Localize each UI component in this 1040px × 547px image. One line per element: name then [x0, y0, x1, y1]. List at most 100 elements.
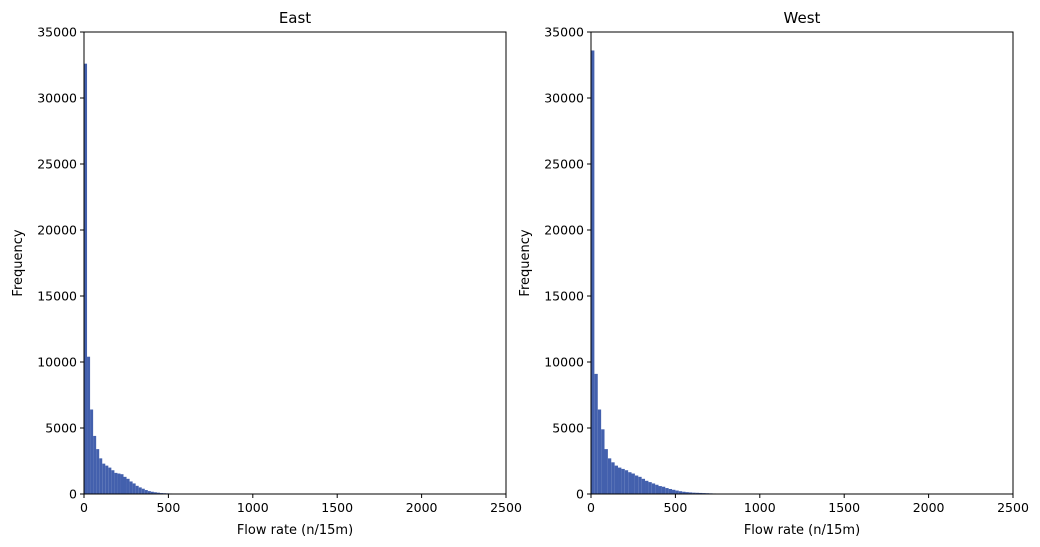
x-tick-label: 0: [587, 500, 595, 515]
subplot-west: 0 500 1000 1500 2000 250005000100001500020000…: [518, 9, 1029, 538]
histogram-bar: [120, 474, 124, 494]
histogram-bar: [688, 492, 693, 494]
histogram-bar: [597, 409, 602, 494]
y-tick-label: 20000: [37, 223, 77, 238]
histogram-bar: [628, 472, 632, 494]
x-tick-label: 1500: [828, 500, 860, 515]
histogram-bar: [631, 473, 635, 494]
histogram-bar: [604, 449, 608, 494]
y-axis-label: Frequency: [11, 229, 26, 296]
histogram-bars: [591, 50, 760, 494]
y-tick-label: 10000: [37, 355, 77, 370]
y-tick-label: 5000: [552, 421, 584, 436]
histogram-bar: [634, 475, 639, 494]
x-tick-label: 1000: [744, 500, 776, 515]
y-axis-label: Frequency: [518, 229, 533, 296]
x-tick-label: 2000: [406, 500, 438, 515]
histogram-bar: [102, 463, 106, 494]
histogram-bar: [618, 467, 622, 494]
histogram-bar: [135, 485, 139, 494]
y-tick-label: 15000: [544, 289, 584, 304]
histogram-bar: [658, 486, 662, 494]
histogram-bar: [675, 490, 679, 494]
histogram-bar: [651, 483, 656, 494]
histogram-bar: [105, 465, 109, 494]
y-tick-label: 25000: [544, 157, 584, 172]
histogram-bar: [114, 472, 118, 494]
histogram-bar: [132, 483, 136, 494]
histogram-bar: [648, 482, 652, 494]
histogram-bar: [141, 488, 145, 494]
x-tick-label: 2500: [997, 500, 1029, 515]
chart-title: East: [279, 9, 311, 27]
histogram-bar: [156, 492, 160, 494]
y-tick-label: 35000: [37, 25, 77, 40]
histogram-bar: [99, 458, 103, 494]
plot-area: [591, 32, 1013, 494]
histogram-bar: [611, 462, 615, 494]
histogram-bar: [108, 467, 112, 494]
histogram-bar: [668, 488, 673, 494]
histogram-bar: [129, 481, 133, 494]
histogram-bar: [692, 492, 696, 494]
x-tick-label: 2000: [913, 500, 945, 515]
x-tick-label: 500: [663, 500, 687, 515]
y-tick-label: 20000: [544, 223, 584, 238]
y-tick-label: 10000: [544, 355, 584, 370]
plot-area: [84, 32, 506, 494]
histogram-bar: [655, 484, 659, 494]
histogram-bar: [144, 490, 148, 494]
x-tick-label: 500: [156, 500, 180, 515]
y-tick-label: 35000: [544, 25, 584, 40]
histogram-bar: [678, 491, 683, 494]
histogram-bar: [84, 63, 88, 495]
histogram-bar: [695, 492, 700, 494]
histogram-bar: [87, 356, 91, 494]
x-tick-label: 1000: [237, 500, 269, 515]
histogram-bar: [607, 458, 612, 494]
x-tick-label: 1500: [321, 500, 353, 515]
histogram-bar: [90, 409, 94, 494]
chart-title: West: [784, 9, 821, 27]
y-tick-label: 30000: [544, 91, 584, 106]
y-tick-label: 25000: [37, 157, 77, 172]
histogram-bar: [591, 50, 595, 494]
histogram-bar: [96, 449, 100, 494]
y-tick-label: 5000: [45, 421, 77, 436]
histogram-bar: [153, 492, 157, 494]
histogram-bar: [150, 491, 154, 494]
histogram-bar: [699, 492, 703, 494]
histogram-bar: [665, 488, 669, 494]
x-tick-label: 0: [80, 500, 88, 515]
x-axis-label: Flow rate (n/15m): [237, 523, 353, 538]
x-tick-label: 2500: [490, 500, 522, 515]
histogram-bar: [147, 491, 151, 494]
histogram-bar: [672, 489, 676, 494]
histogram-bar: [621, 468, 625, 494]
histogram-bar: [645, 480, 649, 494]
histogram-bar: [138, 487, 142, 494]
histogram-bar: [126, 478, 130, 494]
y-tick-label: 30000: [37, 91, 77, 106]
histogram-bar: [624, 470, 629, 494]
histogram-bar: [111, 470, 115, 494]
histogram-bars: [84, 63, 206, 495]
y-tick-label: 0: [69, 487, 77, 502]
subplot-east: 0 500 1000 1500 2000 250005000100001500020000…: [11, 9, 522, 538]
histogram-bar: [93, 435, 97, 494]
axes-frame: [590, 31, 1014, 495]
x-axis-label: Flow rate (n/15m): [744, 523, 860, 538]
y-tick-label: 0: [576, 487, 584, 502]
axes-frame: [83, 31, 507, 495]
histogram-bar: [614, 465, 619, 494]
histogram-bar: [601, 429, 605, 494]
y-tick-label: 15000: [37, 289, 77, 304]
histogram-bar: [641, 478, 646, 494]
histogram-bar: [661, 486, 666, 494]
histogram-bar: [123, 476, 127, 494]
histogram-bar: [638, 476, 642, 494]
histogram-bar: [117, 473, 121, 494]
histogram-bar: [685, 492, 689, 494]
histogram-bar: [594, 373, 598, 494]
